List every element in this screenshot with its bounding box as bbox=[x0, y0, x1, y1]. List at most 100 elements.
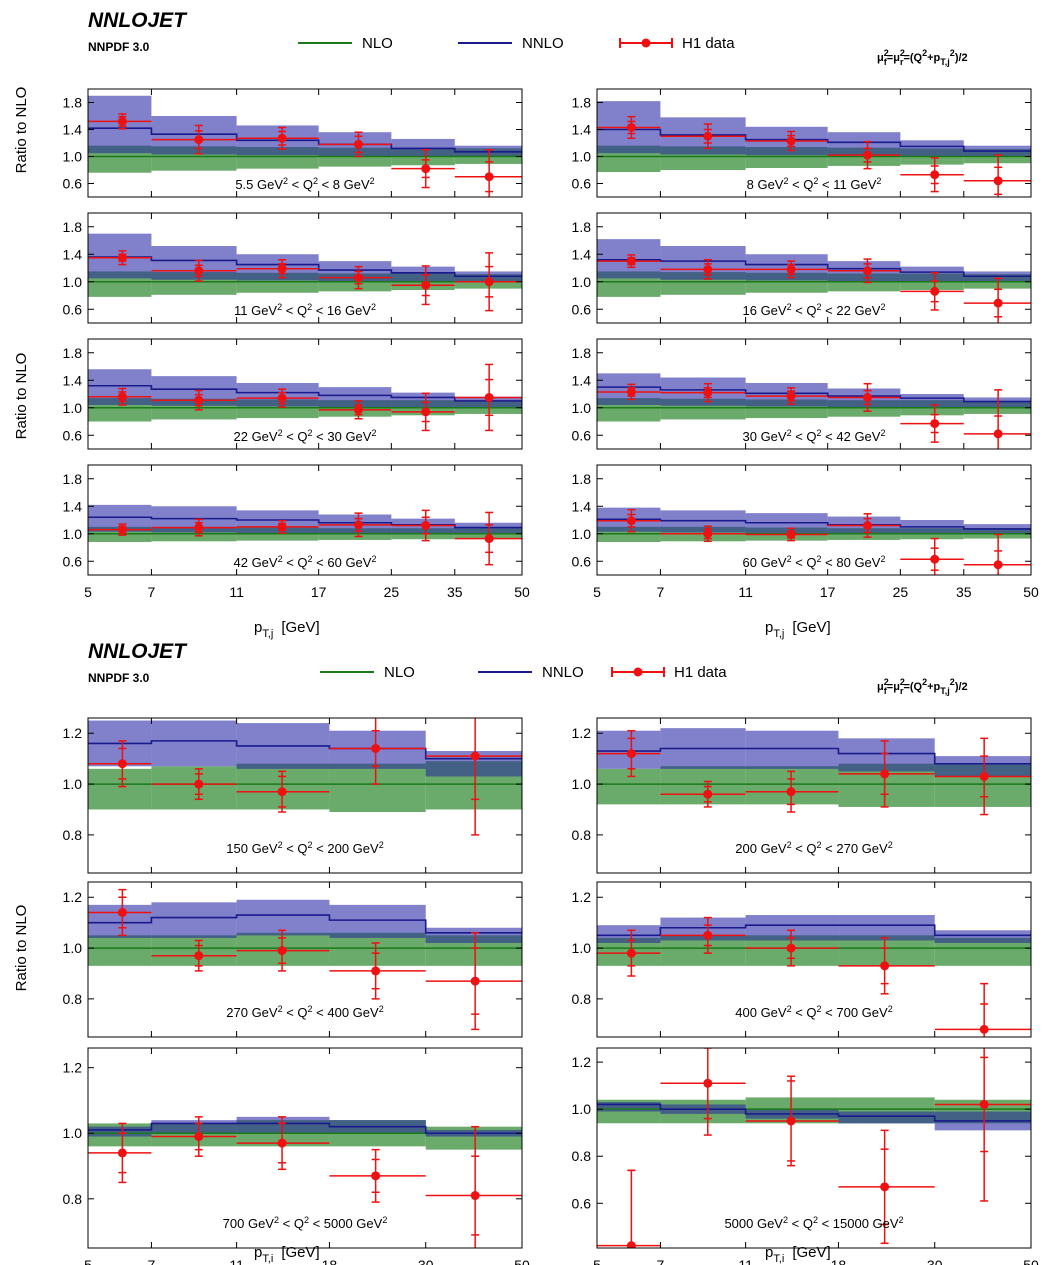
band-overlap-bin bbox=[660, 146, 746, 155]
panel-body bbox=[88, 1116, 522, 1248]
xtick-label: 11 bbox=[738, 584, 753, 600]
data-marker bbox=[421, 407, 431, 417]
nnlo-line bbox=[597, 386, 1031, 403]
data-marker bbox=[880, 1182, 890, 1192]
ytick-label: 0.8 bbox=[63, 827, 83, 843]
ytick-label: 1.2 bbox=[63, 889, 83, 905]
nlo-band-bin bbox=[88, 768, 152, 810]
panel-label-part: 2 bbox=[888, 1004, 893, 1014]
data-marker bbox=[626, 256, 636, 266]
data-point bbox=[745, 770, 839, 813]
panel-label: 5000 GeV2 < Q2 < 15000 GeV2 bbox=[724, 1215, 903, 1231]
panel-label-part: 2 bbox=[313, 176, 318, 186]
nnlo-line bbox=[88, 914, 522, 934]
data-point bbox=[934, 982, 1031, 1037]
legend-top: NLO NNLO H1 data bbox=[298, 35, 735, 52]
xtick-label: 5 bbox=[593, 1257, 601, 1265]
panel-frame bbox=[87, 717, 523, 874]
panel-label-part: 2 bbox=[371, 554, 376, 564]
data-marker bbox=[993, 176, 1003, 186]
panel-label: 270 GeV2 < Q2 < 400 GeV2 bbox=[226, 1004, 383, 1020]
data-marker bbox=[862, 392, 872, 402]
data-point bbox=[934, 737, 1031, 816]
panel-label-part: 2 bbox=[370, 176, 375, 186]
data-point bbox=[934, 1048, 1031, 1202]
data-point bbox=[88, 113, 152, 130]
band-overlap-bin bbox=[597, 1102, 661, 1112]
band-overlap-bin bbox=[827, 147, 901, 156]
panel-frame bbox=[596, 464, 1032, 576]
panel-2: 0.61.01.41.88 GeV2 < Q2 < 11 GeV2 bbox=[572, 88, 1032, 198]
data-point bbox=[660, 780, 746, 808]
data-marker bbox=[786, 943, 796, 953]
data-marker bbox=[277, 787, 287, 797]
panel-frame bbox=[87, 88, 523, 198]
band-overlap-bin bbox=[597, 145, 661, 154]
data-point bbox=[745, 1075, 839, 1167]
data-point bbox=[391, 509, 455, 542]
band-overlap-bin bbox=[838, 763, 935, 772]
band-overlap-bin bbox=[236, 1120, 330, 1134]
data-marker bbox=[786, 136, 796, 146]
panel-label-part: 8 GeV bbox=[747, 177, 784, 192]
panel-label-part: < 80 GeV bbox=[822, 555, 881, 570]
panel-label-part: < Q bbox=[283, 429, 308, 444]
panel-label: 200 GeV2 < Q2 < 270 GeV2 bbox=[735, 840, 892, 856]
data-point bbox=[660, 1048, 746, 1136]
panel-label-part: 60 GeV bbox=[743, 555, 787, 570]
band-overlap-bin bbox=[934, 763, 1031, 777]
band-overlap-bin bbox=[391, 528, 455, 534]
xlabel-bottom-right: pT,i [GeV] bbox=[765, 1244, 831, 1265]
nlo-band-bin bbox=[236, 763, 330, 810]
data-point bbox=[318, 400, 392, 420]
data-marker bbox=[371, 743, 381, 753]
band-overlap-bin bbox=[454, 400, 522, 408]
ytick-label: 1.4 bbox=[63, 498, 83, 514]
ytick-label: 1.8 bbox=[572, 95, 592, 111]
data-point bbox=[425, 1125, 522, 1248]
panel-label-part: < Q bbox=[792, 303, 817, 318]
panel-label-part: 2 bbox=[278, 840, 283, 850]
xtick-label: 17 bbox=[311, 584, 327, 600]
band-overlap-bin bbox=[88, 145, 152, 154]
ytick-label: 0.6 bbox=[63, 176, 83, 192]
panel-label-part: < Q bbox=[282, 303, 307, 318]
data-point bbox=[151, 389, 237, 411]
panel-label-part: 2 bbox=[817, 428, 822, 438]
data-marker bbox=[194, 523, 204, 533]
panel-label-part: 700 GeV bbox=[223, 1216, 275, 1231]
panel-body bbox=[88, 888, 522, 1031]
data-point bbox=[838, 937, 935, 995]
band-overlap-bin bbox=[236, 399, 319, 407]
panel-1: 0.61.01.41.85.5 GeV2 < Q2 < 8 GeV2 bbox=[63, 88, 523, 198]
data-point bbox=[660, 525, 746, 543]
xtick-label: 30 bbox=[927, 1257, 943, 1265]
data-point bbox=[963, 389, 1031, 449]
nnlo-band-bin bbox=[151, 902, 237, 938]
ytick-label: 1.8 bbox=[63, 95, 83, 111]
data-marker bbox=[880, 769, 890, 779]
ytick-label: 1.0 bbox=[63, 526, 83, 542]
nlo-band-bin bbox=[329, 763, 426, 813]
pdf-label-top: NNPDF 3.0 bbox=[88, 40, 150, 54]
panel-label-part: 200 GeV bbox=[735, 841, 787, 856]
data-point bbox=[660, 382, 746, 403]
data-marker bbox=[930, 554, 940, 564]
panel-label: 60 GeV2 < Q2 < 80 GeV2 bbox=[743, 554, 886, 570]
data-point bbox=[454, 363, 522, 432]
band-overlap-bin bbox=[151, 526, 237, 533]
data-point bbox=[660, 123, 746, 150]
panel-body bbox=[88, 95, 522, 197]
data-marker bbox=[703, 529, 713, 539]
ytick-label: 1.4 bbox=[63, 372, 83, 388]
panel-frame bbox=[87, 338, 523, 450]
panel-label-part: 2 bbox=[274, 1215, 279, 1225]
panel-label-part: 2 bbox=[813, 1215, 818, 1225]
xtick-label: 17 bbox=[820, 584, 836, 600]
ytick-label: 1.8 bbox=[63, 471, 83, 487]
data-point bbox=[151, 1116, 237, 1157]
band-overlap-bin bbox=[963, 528, 1031, 534]
scale-label-bottom: μ2 f=μ2 r=(Q2+pT,j2)/2 bbox=[877, 677, 968, 696]
band-overlap-bin bbox=[151, 272, 237, 280]
